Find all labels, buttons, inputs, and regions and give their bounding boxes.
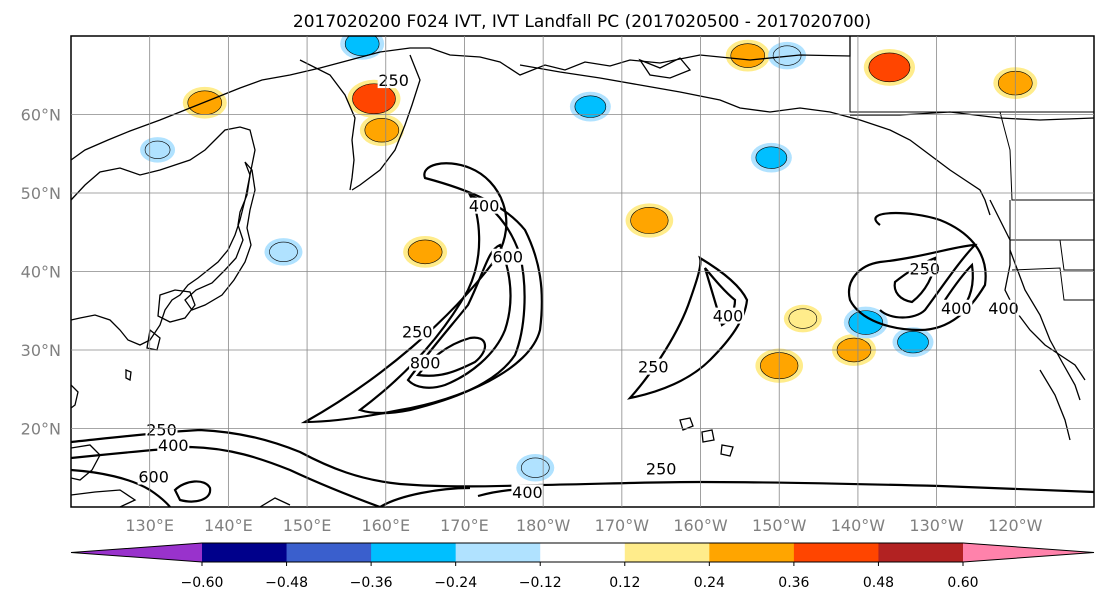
contour-label-bg: [987, 299, 1020, 316]
colorbar-tick-label: −0.12: [519, 575, 562, 591]
colorbar-bin: [793, 543, 879, 562]
contour-label: 400: [713, 307, 744, 326]
lat-tick-label: 60°N: [21, 106, 61, 125]
pc-anomaly-patch: [788, 308, 818, 329]
contour-label: 250: [638, 358, 669, 377]
lon-tick-label: 130°W: [909, 516, 964, 535]
pc-anomaly-patch: [352, 83, 396, 115]
pc-anomaly-patch: [144, 140, 171, 159]
lat-tick-label: 40°N: [21, 263, 61, 282]
contour-label-bg: [712, 307, 745, 324]
contour-label-bg: [409, 354, 442, 371]
lon-tick-label: 150°E: [283, 516, 332, 535]
contour-label-bg: [908, 260, 941, 277]
contour-label-bg: [157, 437, 190, 454]
colorbar-bin: [878, 543, 964, 562]
lon-tick-label: 160°E: [361, 516, 410, 535]
contour-label: 600: [492, 248, 523, 267]
pc-anomaly-patch: [364, 117, 400, 143]
coastlines: [71, 36, 1094, 507]
pc-anomaly-patch: [868, 52, 911, 83]
colorbar-extend-low: [71, 543, 202, 562]
lon-tick-label: 170°W: [595, 516, 650, 535]
pc-anomaly-patch: [755, 146, 788, 169]
colorbar-bin: [709, 543, 795, 562]
colorbar-bin: [540, 543, 626, 562]
longitude-tick-labels: 130°E 140°E 150°E 160°E 170°E 180°W 170°W 160°W…: [125, 516, 1042, 535]
contour-label: 250: [646, 460, 677, 479]
contour-label: 800: [410, 354, 441, 373]
lat-tick-label: 30°N: [21, 341, 61, 360]
colorbar-bin: [455, 543, 541, 562]
contour-label-bg: [468, 197, 501, 214]
lon-tick-label: 160°W: [673, 516, 728, 535]
colorbar-extend-high: [963, 543, 1094, 562]
lat-tick-label: 50°N: [21, 184, 61, 203]
colorbar-tick-label: 0.60: [947, 575, 978, 591]
colorbar-tick-label: 0.48: [863, 575, 894, 591]
contour-label-bg: [145, 421, 178, 438]
lat-tick-label: 20°N: [21, 420, 61, 439]
contour-label-bg: [940, 299, 973, 316]
contour-label: 400: [941, 299, 972, 318]
contour-label: 400: [469, 197, 500, 216]
colorbar-bin: [371, 543, 457, 562]
lon-tick-label: 120°W: [988, 516, 1043, 535]
pc-anomaly-patch: [269, 241, 298, 262]
lon-tick-label: 150°W: [752, 516, 807, 535]
contour-label-bg: [511, 484, 544, 501]
lon-tick-label: 140°W: [831, 516, 886, 535]
lon-tick-label: 180°W: [516, 516, 571, 535]
ivt-contours: [71, 162, 1094, 507]
contour-label: 250: [378, 71, 409, 90]
contour-label-bg: [637, 358, 670, 375]
contour-label: 400: [512, 483, 543, 502]
colorbar-tick-label: 0.36: [778, 575, 809, 591]
contour-label: 250: [146, 420, 177, 439]
contour-label-bg: [137, 468, 170, 485]
contour-label: 400: [988, 299, 1019, 318]
graticule: [71, 36, 1094, 507]
colorbar-tick-label: −0.48: [265, 575, 308, 591]
colorbar: −0.60 −0.48 −0.36 −0.24 −0.12 0.12 0.24 0.36 0.4…: [70, 542, 1095, 591]
pc-anomaly-layer: [140, 36, 1038, 482]
colorbar-tick-label: 0.24: [694, 575, 725, 591]
colorbar-bin: [202, 543, 288, 562]
contour-label: 400: [158, 436, 189, 455]
pc-anomaly-patch: [848, 310, 884, 335]
latitude-tick-labels: 60°N 50°N 40°N 30°N 20°N: [21, 106, 61, 439]
pc-anomaly-patch: [344, 36, 380, 57]
colorbar-tick-label: 0.12: [609, 575, 640, 591]
pc-anomaly-patch: [897, 330, 929, 354]
pc-anomaly-patch: [630, 207, 669, 234]
contour-label-bg: [491, 248, 524, 265]
contour-label-bg: [401, 323, 434, 340]
contour-label: 250: [910, 260, 941, 279]
colorbar-bin: [624, 543, 710, 562]
contour-label-bg: [645, 460, 678, 477]
colorbar-tick-label: −0.36: [350, 575, 393, 591]
colorbar-bin: [286, 543, 372, 562]
pc-anomaly-patch: [520, 457, 550, 478]
lon-tick-label: 170°E: [440, 516, 489, 535]
pc-anomaly-patch: [730, 43, 766, 68]
pc-anomaly-patch: [574, 95, 607, 118]
figure-title: 2017020200 F024 IVT, IVT Landfall PC (20…: [293, 12, 871, 32]
contour-label: 600: [138, 468, 169, 487]
lon-tick-label: 130°E: [125, 516, 174, 535]
contour-label: 250: [402, 322, 433, 341]
pc-anomaly-patch: [407, 239, 443, 265]
colorbar-tick-label: −0.24: [434, 575, 477, 591]
lon-tick-label: 140°E: [204, 516, 253, 535]
colorbar-tick-label: −0.60: [181, 575, 224, 591]
